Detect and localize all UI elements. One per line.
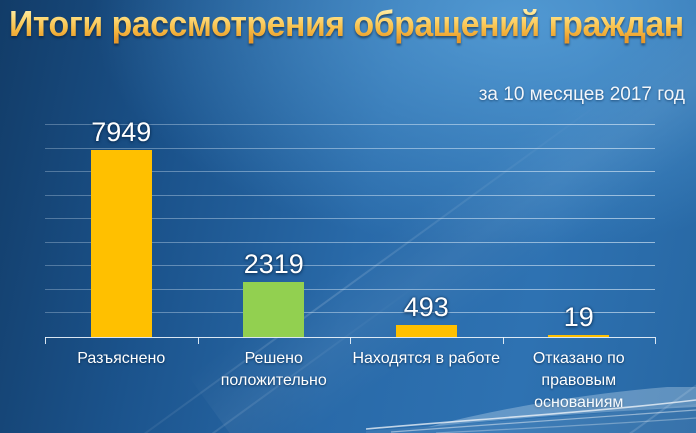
category-label: Находятся в работе <box>352 350 501 367</box>
axis-tick <box>197 337 199 344</box>
gridline <box>45 194 655 196</box>
axis-tick <box>45 337 46 344</box>
bar-1 <box>90 149 152 337</box>
category-label: Разъяснено <box>77 350 166 367</box>
bar-value-label: 2319 <box>243 249 304 280</box>
category-label: Решено положительно <box>220 350 327 389</box>
bar-2 <box>243 282 305 337</box>
gridline <box>45 288 655 290</box>
axis-tick <box>502 337 504 344</box>
gridline <box>45 171 655 173</box>
plot-area: 7949 2319 493 19 <box>45 117 656 344</box>
gridline <box>45 124 655 125</box>
gridline <box>45 218 655 220</box>
gridline <box>45 265 655 267</box>
category-label: Отказано по правовым основаниям <box>532 350 625 411</box>
bar-value-label: 19 <box>563 302 594 332</box>
axis-tick <box>655 337 656 344</box>
gridline <box>45 241 655 243</box>
gridline <box>45 147 655 149</box>
bar-4 <box>548 335 610 337</box>
gridline <box>45 312 655 314</box>
bar-value-label: 7949 <box>91 116 152 147</box>
bar-3 <box>395 325 457 337</box>
bar-value-label: 493 <box>403 292 449 323</box>
slide-title: Итоги рассмотрения обращений граждан <box>9 3 684 44</box>
axis-tick <box>350 337 351 344</box>
slide-subtitle: за 10 месяцев 2017 год <box>478 84 685 105</box>
category-labels: Разъяснено Решено положительно Находятся в… <box>45 348 655 418</box>
